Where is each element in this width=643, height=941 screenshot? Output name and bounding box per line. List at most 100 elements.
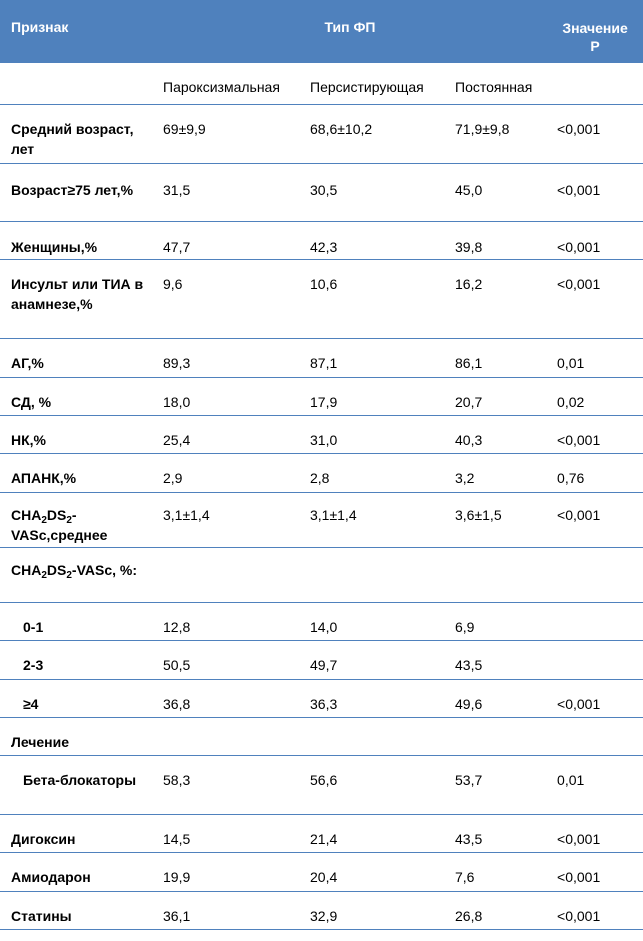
table-row: Дигоксин 14,5 21,4 43,5 <0,001 (0, 814, 643, 853)
cell-persistent: 17,9 (300, 377, 445, 416)
row-label: Дигоксин (0, 814, 153, 853)
table-row: Средний возраст, лет 69±9,9 68,6±10,2 71… (0, 104, 643, 164)
header-p-line2: P (590, 38, 600, 54)
cell-persistent: 3,1±1,4 (300, 492, 445, 548)
cell-paroxysmal: 3,1±1,4 (153, 492, 300, 548)
subheader-row: Пароксизмальная Персистирующая Постоянна… (0, 63, 643, 105)
cell-persistent: 42,3 (300, 221, 445, 260)
table-row: Амиодарон 19,9 20,4 7,6 <0,001 (0, 852, 643, 892)
cell-p-value: <0,001 (547, 852, 643, 892)
cell-persistent: 87,1 (300, 338, 445, 378)
row-label: 0-1 (0, 602, 153, 641)
header-p-line1: Значение (562, 20, 628, 36)
cell-p-value: <0,001 (547, 259, 643, 339)
row-label: НК,% (0, 415, 153, 454)
row-label: Лечение (0, 717, 153, 756)
table-row: АГ,% 89,3 87,1 86,1 0,01 (0, 338, 643, 378)
cell-persistent: 10,6 (300, 259, 445, 339)
cell-permanent: 45,0 (445, 163, 548, 222)
cell-permanent: 16,2 (445, 259, 548, 339)
cell-permanent: 43,5 (445, 640, 548, 680)
row-label: Средний возраст, лет (0, 104, 153, 164)
cell-p-value: <0,001 (547, 814, 643, 853)
cell-paroxysmal: 2,9 (153, 453, 300, 493)
cell-p-value: <0,001 (547, 679, 643, 718)
cell-paroxysmal: 19,9 (153, 852, 300, 892)
cell-permanent: 40,3 (445, 415, 548, 454)
cell-p-value: <0,001 (547, 492, 643, 548)
cell-p-value: 0,01 (547, 755, 643, 815)
row-label-a: CHA (11, 506, 42, 523)
subheader-paroxysmal: Пароксизмальная (153, 63, 300, 105)
cell-p-value: 0,01 (547, 338, 643, 378)
cell-p-value: 0,02 (547, 377, 643, 416)
table-row: Лечение (0, 717, 643, 756)
header-feature: Признак (11, 19, 69, 35)
subheader-p-empty (547, 63, 643, 105)
row-label: CHA2DS2-VASc,среднее (0, 492, 153, 548)
cell-persistent: 68,6±10,2 (300, 104, 445, 164)
cell-p-value (547, 602, 643, 641)
subheader-permanent: Постоянная (445, 63, 548, 105)
cell-permanent: 43,5 (445, 814, 548, 853)
table-row: Возраст≥75 лет,% 31,5 30,5 45,0 <0,001 (0, 163, 643, 222)
header-p-value: Значение P (547, 0, 643, 63)
subheader-empty (0, 63, 153, 105)
row-label: Амиодарон (0, 852, 153, 892)
table-row: CHA2DS2-VASc, %: (0, 547, 643, 603)
row-label-sub1: 2 (41, 514, 47, 526)
cell-permanent: 7,6 (445, 852, 548, 892)
cell-permanent: 49,6 (445, 679, 548, 718)
cell-persistent: 56,6 (300, 755, 445, 815)
cell-permanent: 26,8 (445, 891, 548, 930)
subheader-persistent: Персистирующая (300, 63, 445, 105)
row-label: CHA2DS2-VASc, %: (0, 547, 153, 603)
row-label: Женщины,% (0, 221, 153, 260)
cell-persistent: 49,7 (300, 640, 445, 680)
table-row: 0-1 12,8 14,0 6,9 (0, 602, 643, 641)
cell-persistent: 14,0 (300, 602, 445, 641)
cell-paroxysmal: 25,4 (153, 415, 300, 454)
cell-persistent: 2,8 (300, 453, 445, 493)
row-label: ≥4 (0, 679, 153, 718)
row-label: АПАНК,% (0, 453, 153, 493)
row-label-sub2: 2 (66, 569, 72, 581)
table-row: НК,% 25,4 31,0 40,3 <0,001 (0, 415, 643, 454)
cell-p-value: <0,001 (547, 104, 643, 164)
cell-paroxysmal: 69±9,9 (153, 104, 300, 164)
cell-p-value: <0,001 (547, 415, 643, 454)
row-label: АГ,% (0, 338, 153, 378)
row-label: Возраст≥75 лет,% (0, 163, 153, 222)
cell-paroxysmal: 12,8 (153, 602, 300, 641)
row-label-c: -VASc, %: (71, 561, 138, 578)
cell-paroxysmal: 58,3 (153, 755, 300, 815)
cell-paroxysmal: 31,5 (153, 163, 300, 222)
cell-paroxysmal: 50,5 (153, 640, 300, 680)
row-label-b: DS (46, 561, 67, 578)
cell-paroxysmal: 18,0 (153, 377, 300, 416)
cell-paroxysmal: 89,3 (153, 338, 300, 378)
table-row: Женщины,% 47,7 42,3 39,8 <0,001 (0, 221, 643, 260)
row-label-c: -VASc,среднее (11, 506, 108, 543)
row-label-b: DS (46, 506, 67, 523)
row-label: Инсульт или ТИА в анамнезе,% (0, 259, 153, 339)
cell-p-value (547, 640, 643, 680)
cell-permanent: 3,2 (445, 453, 548, 493)
cell-paroxysmal: 14,5 (153, 814, 300, 853)
cell-persistent: 21,4 (300, 814, 445, 853)
cell-p-value: 0,76 (547, 453, 643, 493)
table-row: СД, % 18,0 17,9 20,7 0,02 (0, 377, 643, 416)
cell-persistent: 30,5 (300, 163, 445, 222)
table-row: CHA2DS2-VASc,среднее 3,1±1,4 3,1±1,4 3,6… (0, 492, 643, 548)
row-label-sub2: 2 (66, 514, 72, 526)
cell-permanent: 71,9±9,8 (445, 104, 548, 164)
header-af-type: Тип ФП (324, 19, 376, 35)
cell-paroxysmal: 9,6 (153, 259, 300, 339)
row-label-a: CHA (11, 561, 42, 578)
cell-persistent: 20,4 (300, 852, 445, 892)
row-label: Бета-блокаторы (0, 755, 153, 815)
cell-persistent: 36,3 (300, 679, 445, 718)
table-row: Статины 36,1 32,9 26,8 <0,001 (0, 891, 643, 930)
table-row: Инсульт или ТИА в анамнезе,% 9,6 10,6 16… (0, 259, 643, 339)
